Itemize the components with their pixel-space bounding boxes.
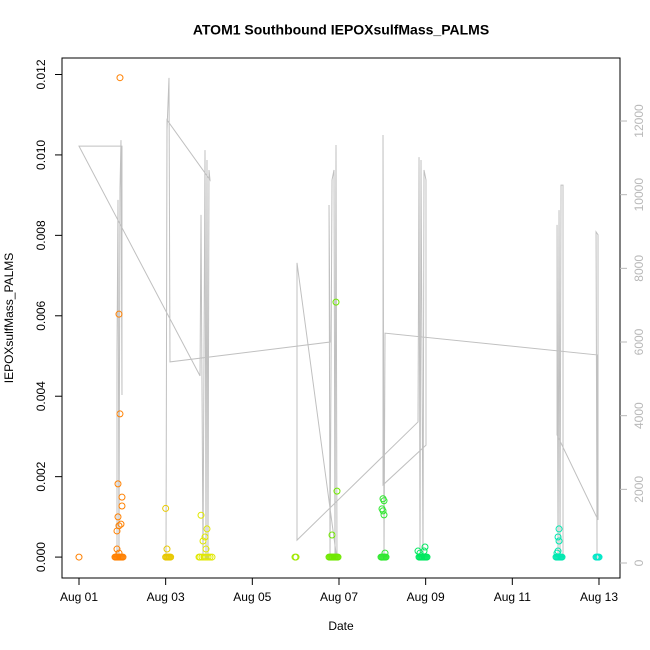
point bbox=[328, 531, 336, 539]
point bbox=[163, 545, 171, 553]
x-tick-label: Aug 13 bbox=[580, 590, 618, 604]
x-tick-label: Aug 01 bbox=[60, 590, 98, 604]
point bbox=[167, 553, 175, 561]
point bbox=[379, 507, 387, 515]
x-tick-label: Aug 11 bbox=[494, 590, 531, 604]
point bbox=[206, 553, 214, 561]
point bbox=[162, 504, 170, 512]
plot-frame bbox=[61, 57, 621, 579]
point bbox=[554, 533, 562, 541]
chart-title: ATOM1 Southbound IEPOXsulfMass_PALMS bbox=[193, 22, 489, 38]
point bbox=[558, 553, 566, 561]
x-tick-label: Aug 03 bbox=[147, 590, 185, 604]
y-tick-label: 0.002 bbox=[34, 461, 48, 491]
point bbox=[380, 511, 388, 519]
y2-tick-label: 4000 bbox=[632, 402, 646, 429]
point bbox=[423, 553, 431, 561]
altitude-line bbox=[78, 77, 599, 561]
y2-tick-label: 12000 bbox=[632, 104, 646, 138]
y-tick-label: 0.000 bbox=[34, 542, 48, 572]
point bbox=[332, 298, 340, 306]
point bbox=[197, 511, 205, 519]
point bbox=[202, 545, 210, 553]
point bbox=[208, 553, 216, 561]
point bbox=[116, 74, 124, 82]
y2-tick-label: 6000 bbox=[632, 328, 646, 355]
point bbox=[333, 487, 341, 495]
x-tick-label: Aug 09 bbox=[407, 590, 445, 604]
y-axis-title: IEPOXsulfMass_PALMS bbox=[2, 253, 16, 384]
point bbox=[117, 520, 125, 528]
y-tick-label: 0.006 bbox=[34, 300, 48, 330]
point bbox=[118, 502, 126, 510]
y2-tick-label: 0 bbox=[632, 559, 646, 566]
x-axis-title: Date bbox=[328, 619, 354, 633]
point bbox=[114, 513, 122, 521]
point bbox=[380, 497, 388, 505]
point bbox=[75, 553, 83, 561]
point bbox=[118, 493, 126, 501]
point bbox=[115, 310, 123, 318]
y2-tick-label: 8000 bbox=[632, 255, 646, 282]
y-tick-label: 0.008 bbox=[34, 220, 48, 250]
x-tick-label: Aug 05 bbox=[233, 590, 271, 604]
point bbox=[116, 410, 124, 418]
y-tick-label: 0.004 bbox=[34, 381, 48, 411]
point bbox=[114, 480, 122, 488]
point bbox=[199, 537, 207, 545]
y2-tick-label: 10000 bbox=[632, 178, 646, 212]
point bbox=[421, 543, 429, 551]
point bbox=[113, 545, 121, 553]
point bbox=[119, 553, 127, 561]
point bbox=[555, 537, 563, 545]
x-tick-label: Aug 07 bbox=[320, 590, 358, 604]
y2-tick-label: 2000 bbox=[632, 476, 646, 503]
y-tick-label: 0.010 bbox=[34, 140, 48, 170]
point bbox=[203, 525, 211, 533]
point bbox=[595, 553, 603, 561]
point bbox=[201, 533, 209, 541]
point bbox=[382, 553, 390, 561]
point bbox=[204, 553, 212, 561]
point bbox=[555, 525, 563, 533]
point bbox=[334, 553, 342, 561]
point bbox=[113, 527, 121, 535]
point bbox=[292, 553, 300, 561]
y-tick-label: 0.012 bbox=[34, 59, 48, 89]
